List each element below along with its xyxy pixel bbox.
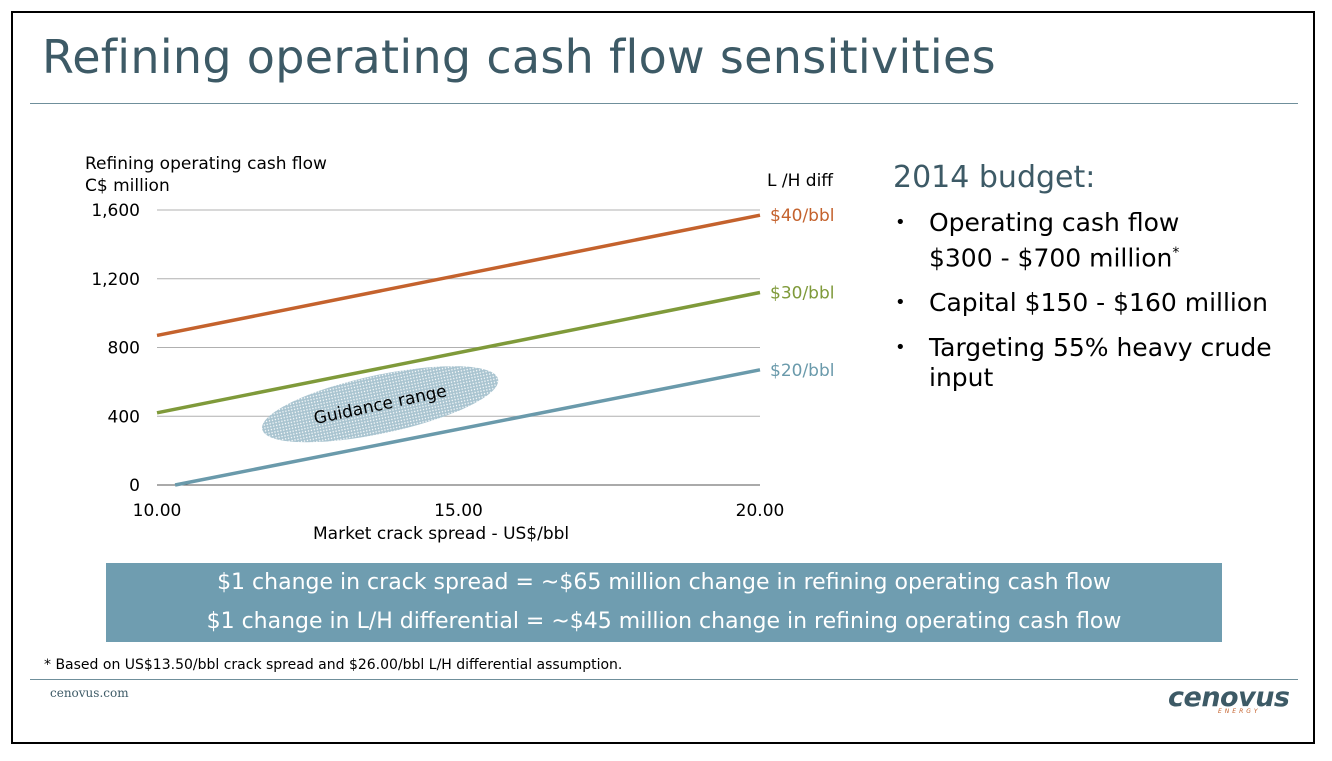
budget-item-capital: • Capital $150 - $160 million (893, 288, 1303, 318)
budget-item-operating-cash-flow: • Operating cash flow $300 - $700 millio… (893, 208, 1303, 273)
cenovus-logo: cenovus ENERGY (1168, 682, 1290, 720)
budget-list: • Operating cash flow $300 - $700 millio… (893, 208, 1303, 408)
logo-subtext: ENERGY (1218, 708, 1261, 715)
series-label: $20/bbl (770, 361, 834, 381)
budget-item-1-line2: $300 - $700 million* (929, 238, 1303, 273)
chart-y-axis-label: Refining operating cash flow C$ million (85, 153, 327, 197)
slide-title: Refining operating cash flow sensitiviti… (42, 30, 996, 84)
slide-frame (11, 11, 1315, 744)
website-link[interactable]: cenovus.com (50, 686, 129, 700)
summary-line-crack-spread: $1 change in crack spread = ~$65 million… (217, 570, 1111, 595)
y-axis-label-line2: C$ million (85, 176, 170, 196)
bullet-icon: • (895, 337, 906, 359)
budget-title: 2014 budget: (893, 160, 1096, 195)
x-tick-label: 20.00 (736, 501, 785, 521)
footnote-marker: * (1172, 245, 1180, 261)
y-axis-label-line1: Refining operating cash flow (85, 154, 327, 174)
sensitivity-summary-box: $1 change in crack spread = ~$65 million… (106, 563, 1222, 642)
bullet-icon: • (895, 212, 906, 233)
series-line (174, 368, 761, 487)
y-tick-label: 1,200 (91, 270, 140, 290)
y-tick-label: 400 (108, 407, 140, 427)
title-divider (30, 103, 1298, 104)
chart-x-axis-label: Market crack spread - US$/bbl (313, 524, 570, 544)
series-line (156, 290, 761, 415)
budget-item-1-line1: Operating cash flow (929, 208, 1180, 237)
budget-item-1-value: $300 - $700 million (929, 243, 1173, 273)
bullet-icon: • (895, 292, 906, 314)
logo-wordmark: cenovus (1168, 682, 1290, 713)
footnote: * Based on US$13.50/bbl crack spread and… (44, 657, 623, 673)
series-label: $30/bbl (770, 284, 834, 304)
budget-item-heavy-crude: • Targeting 55% heavy crude input (893, 333, 1303, 393)
x-tick-label: 15.00 (434, 501, 483, 521)
budget-item-3-text: Targeting 55% heavy crude input (929, 333, 1272, 393)
x-tick-label: 10.00 (133, 501, 182, 521)
summary-line-lh-differential: $1 change in L/H differential = ~$45 mil… (206, 609, 1122, 634)
y-tick-label: 0 (129, 476, 140, 496)
guidance-range-ellipse (261, 366, 499, 443)
y-tick-label: 1,600 (91, 201, 140, 221)
series-label: $40/bbl (770, 206, 834, 226)
footer-divider (30, 679, 1298, 680)
series-line (156, 213, 761, 338)
budget-item-2-text: Capital $150 - $160 million (929, 288, 1268, 318)
legend-title: L /H diff (767, 171, 834, 191)
y-tick-label: 800 (108, 339, 140, 359)
